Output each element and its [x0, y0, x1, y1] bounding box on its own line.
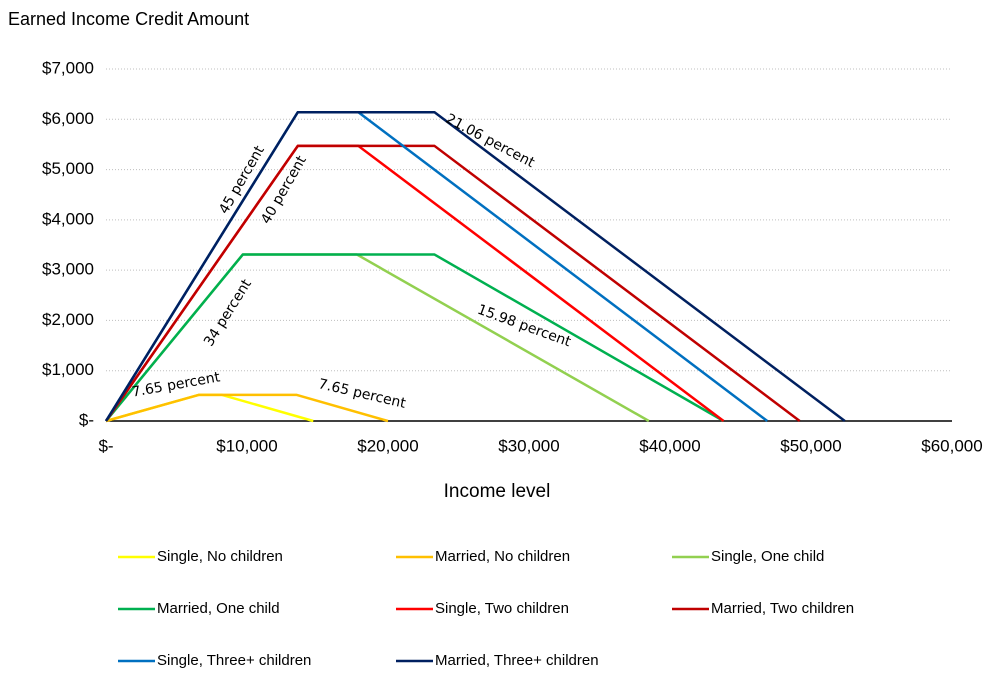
- series-line: [105, 253, 725, 423]
- legend-label: Married, No children: [435, 548, 570, 565]
- legend-label: Married, Two children: [711, 600, 854, 617]
- legend-label: Single, One child: [711, 548, 824, 565]
- y-tick-label: $-: [79, 410, 94, 429]
- x-tick-label: $50,000: [780, 436, 841, 455]
- x-tick-label: $20,000: [357, 436, 418, 455]
- annotation: 45 percent: [216, 143, 268, 217]
- series-line: [104, 144, 801, 422]
- x-tick-label: $40,000: [639, 436, 700, 455]
- x-tick-label: $-: [98, 436, 113, 455]
- x-tick-label: $30,000: [498, 436, 559, 455]
- series-line: [104, 110, 846, 422]
- legend-label: Single, No children: [157, 548, 283, 565]
- annotation: 34 percent: [201, 276, 255, 349]
- y-tick-label: $5,000: [42, 159, 94, 178]
- legend-label: Single, Three+ children: [157, 652, 311, 669]
- x-tick-label: $10,000: [216, 436, 277, 455]
- y-tick-label: $2,000: [42, 310, 94, 329]
- x-axis-label: Income level: [444, 481, 551, 502]
- legend-label: Married, One child: [157, 600, 280, 617]
- y-tick-label: $1,000: [42, 360, 94, 379]
- series-line: [105, 393, 389, 423]
- legend-label: Married, Three+ children: [435, 652, 599, 669]
- y-tick-label: $7,000: [42, 58, 94, 77]
- y-tick-label: $3,000: [42, 260, 94, 279]
- y-tick-label: $4,000: [42, 209, 94, 228]
- y-tick-label: $6,000: [42, 109, 94, 128]
- chart-title: Earned Income Credit Amount: [8, 9, 249, 29]
- annotation: 7.65 percent: [317, 376, 408, 412]
- x-tick-label: $60,000: [921, 436, 982, 455]
- legend-label: Single, Two children: [435, 600, 569, 617]
